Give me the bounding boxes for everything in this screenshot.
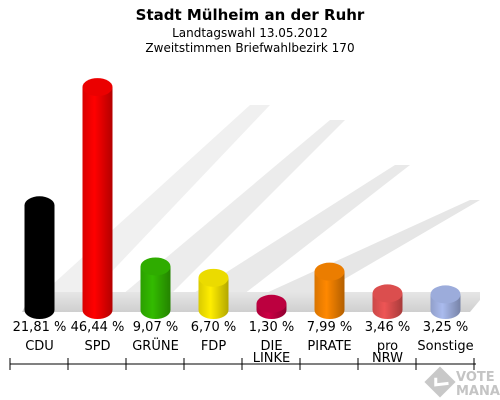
bar-1 — [82, 78, 113, 320]
value-label-4: 1,30 % — [249, 320, 294, 335]
bar-body-5 — [314, 271, 345, 320]
chart-subtitle-2: Zweitstimmen Briefwahlbezirk 170 — [145, 41, 354, 55]
bar-top-0 — [24, 196, 55, 215]
bar-top-2 — [140, 257, 171, 276]
chart-subtitle-1: Landtagswahl 13.05.2012 — [172, 26, 328, 40]
checkmark-icon — [424, 366, 456, 398]
vote-manager-logo: VOTE MANAGER — [424, 366, 500, 399]
watermark-line1: VOTE — [456, 370, 495, 385]
bar-3 — [198, 268, 229, 320]
value-label-1: 46,44 % — [71, 320, 125, 335]
bar-top-1 — [82, 78, 113, 97]
bar-6 — [372, 284, 403, 320]
category-label-0: CDU — [25, 339, 54, 354]
category-label-6-line2: NRW — [372, 351, 403, 366]
value-label-6: 3,46 % — [365, 320, 410, 335]
bar-top-7 — [430, 285, 461, 304]
bar-body-0 — [24, 205, 55, 320]
category-label-4-line2: LINKE — [253, 351, 291, 366]
bar-body-2 — [140, 266, 171, 320]
bars-group — [24, 78, 461, 320]
bar-top-3 — [198, 268, 229, 287]
value-labels-group: 21,81 % 46,44 % 9,07 % 6,70 % 1,30 % 7,99 % 3,… — [13, 320, 469, 335]
bar-7 — [430, 285, 461, 320]
bar-top-4 — [256, 294, 287, 313]
category-label-7: Sonstige — [417, 339, 473, 354]
bar-top-5 — [314, 262, 345, 281]
value-label-0: 21,81 % — [13, 320, 67, 335]
category-label-2: GRÜNE — [132, 337, 179, 354]
value-label-5: 7,99 % — [307, 320, 352, 335]
category-label-3: FDP — [201, 339, 226, 354]
value-label-3: 6,70 % — [191, 320, 236, 335]
bar-4 — [256, 294, 287, 320]
bar-body-3 — [198, 277, 229, 320]
category-label-5: PIRATE — [307, 339, 351, 354]
bar-2 — [140, 257, 171, 320]
chart-floor — [22, 292, 480, 312]
category-axis — [9, 358, 476, 370]
value-label-2: 9,07 % — [133, 320, 178, 335]
bar-0 — [24, 196, 55, 320]
bar-body-1 — [82, 87, 113, 320]
value-label-7: 3,25 % — [423, 320, 468, 335]
category-label-4: DIE — [260, 339, 282, 354]
chart-title: Stadt Mülheim an der Ruhr — [136, 6, 365, 24]
bar-top-6 — [372, 284, 403, 303]
category-label-6: pro — [377, 339, 398, 354]
bar-5 — [314, 262, 345, 320]
category-label-1: SPD — [84, 339, 110, 354]
watermark-line2: MANAGER — [456, 384, 500, 399]
